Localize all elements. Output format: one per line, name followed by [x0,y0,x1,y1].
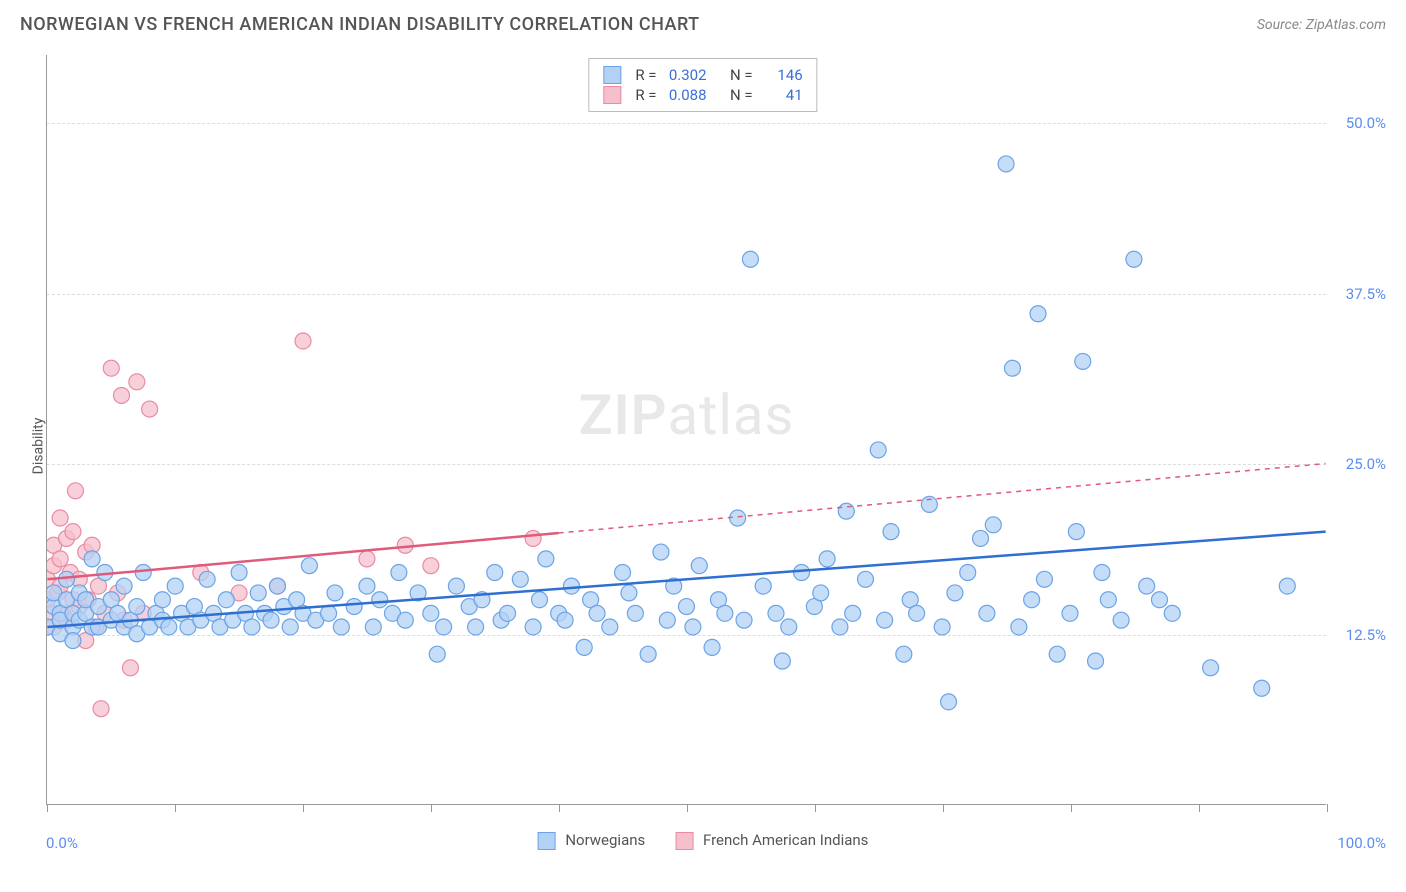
stats-row-2: R = 0.088 N = 41 [603,85,802,105]
swatch-series-1-icon [538,832,556,850]
chart-svg [47,55,1326,804]
chart-header: NORWEGIAN VS FRENCH AMERICAN INDIAN DISA… [0,0,1406,45]
x-axis-min-label: 0.0% [46,834,78,852]
chart-title: NORWEGIAN VS FRENCH AMERICAN INDIAN DISA… [20,14,700,35]
y-tick-label: 12.5% [1346,626,1386,644]
bottom-legend: Norwegians French American Indians [538,831,869,850]
correlation-stats-box: R = 0.302 N = 146 R = 0.088 N = 41 [588,58,817,112]
x-axis-max-label: 100.0% [1337,834,1386,852]
legend-item-2: French American Indians [675,831,868,850]
y-axis-label: Disability [30,418,46,475]
y-tick-label: 50.0% [1346,114,1386,132]
swatch-series-1-icon [603,66,621,84]
y-tick-label: 25.0% [1346,455,1386,473]
source-attribution: Source: ZipAtlas.com [1257,17,1386,33]
stats-row-1: R = 0.302 N = 146 [603,65,802,85]
plot-container: ZIPatlas 12.5%25.0%37.5%50.0% [46,55,1326,805]
y-tick-label: 37.5% [1346,285,1386,303]
plot-area: ZIPatlas 12.5%25.0%37.5%50.0% [46,55,1326,805]
legend-item-1: Norwegians [538,831,646,850]
swatch-series-2-icon [603,86,621,104]
swatch-series-2-icon [675,832,693,850]
